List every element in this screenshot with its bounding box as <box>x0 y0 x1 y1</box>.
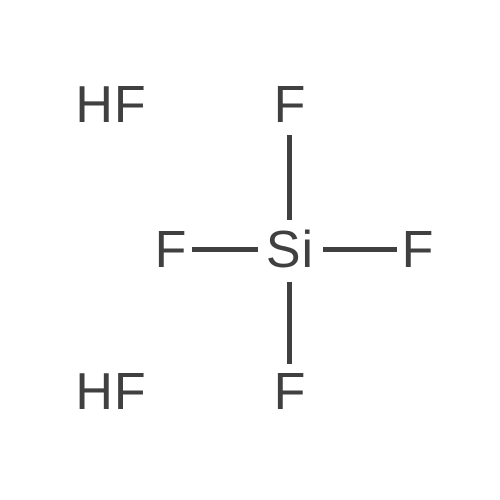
atom-hf-top: HF <box>75 75 146 135</box>
atom-bottom-f: F <box>274 362 307 422</box>
bond-center-top <box>287 135 292 220</box>
molecule-canvas: Si F F F F HF HF <box>0 0 500 500</box>
atom-hf-bottom: HF <box>75 362 146 422</box>
atom-right-f: F <box>402 220 435 280</box>
bond-center-right <box>323 247 397 252</box>
atom-left-f: F <box>155 220 188 280</box>
bond-center-bottom <box>287 282 292 364</box>
bond-center-left <box>192 247 258 252</box>
atom-top-f: F <box>274 75 307 135</box>
atom-center-si: Si <box>266 220 314 280</box>
